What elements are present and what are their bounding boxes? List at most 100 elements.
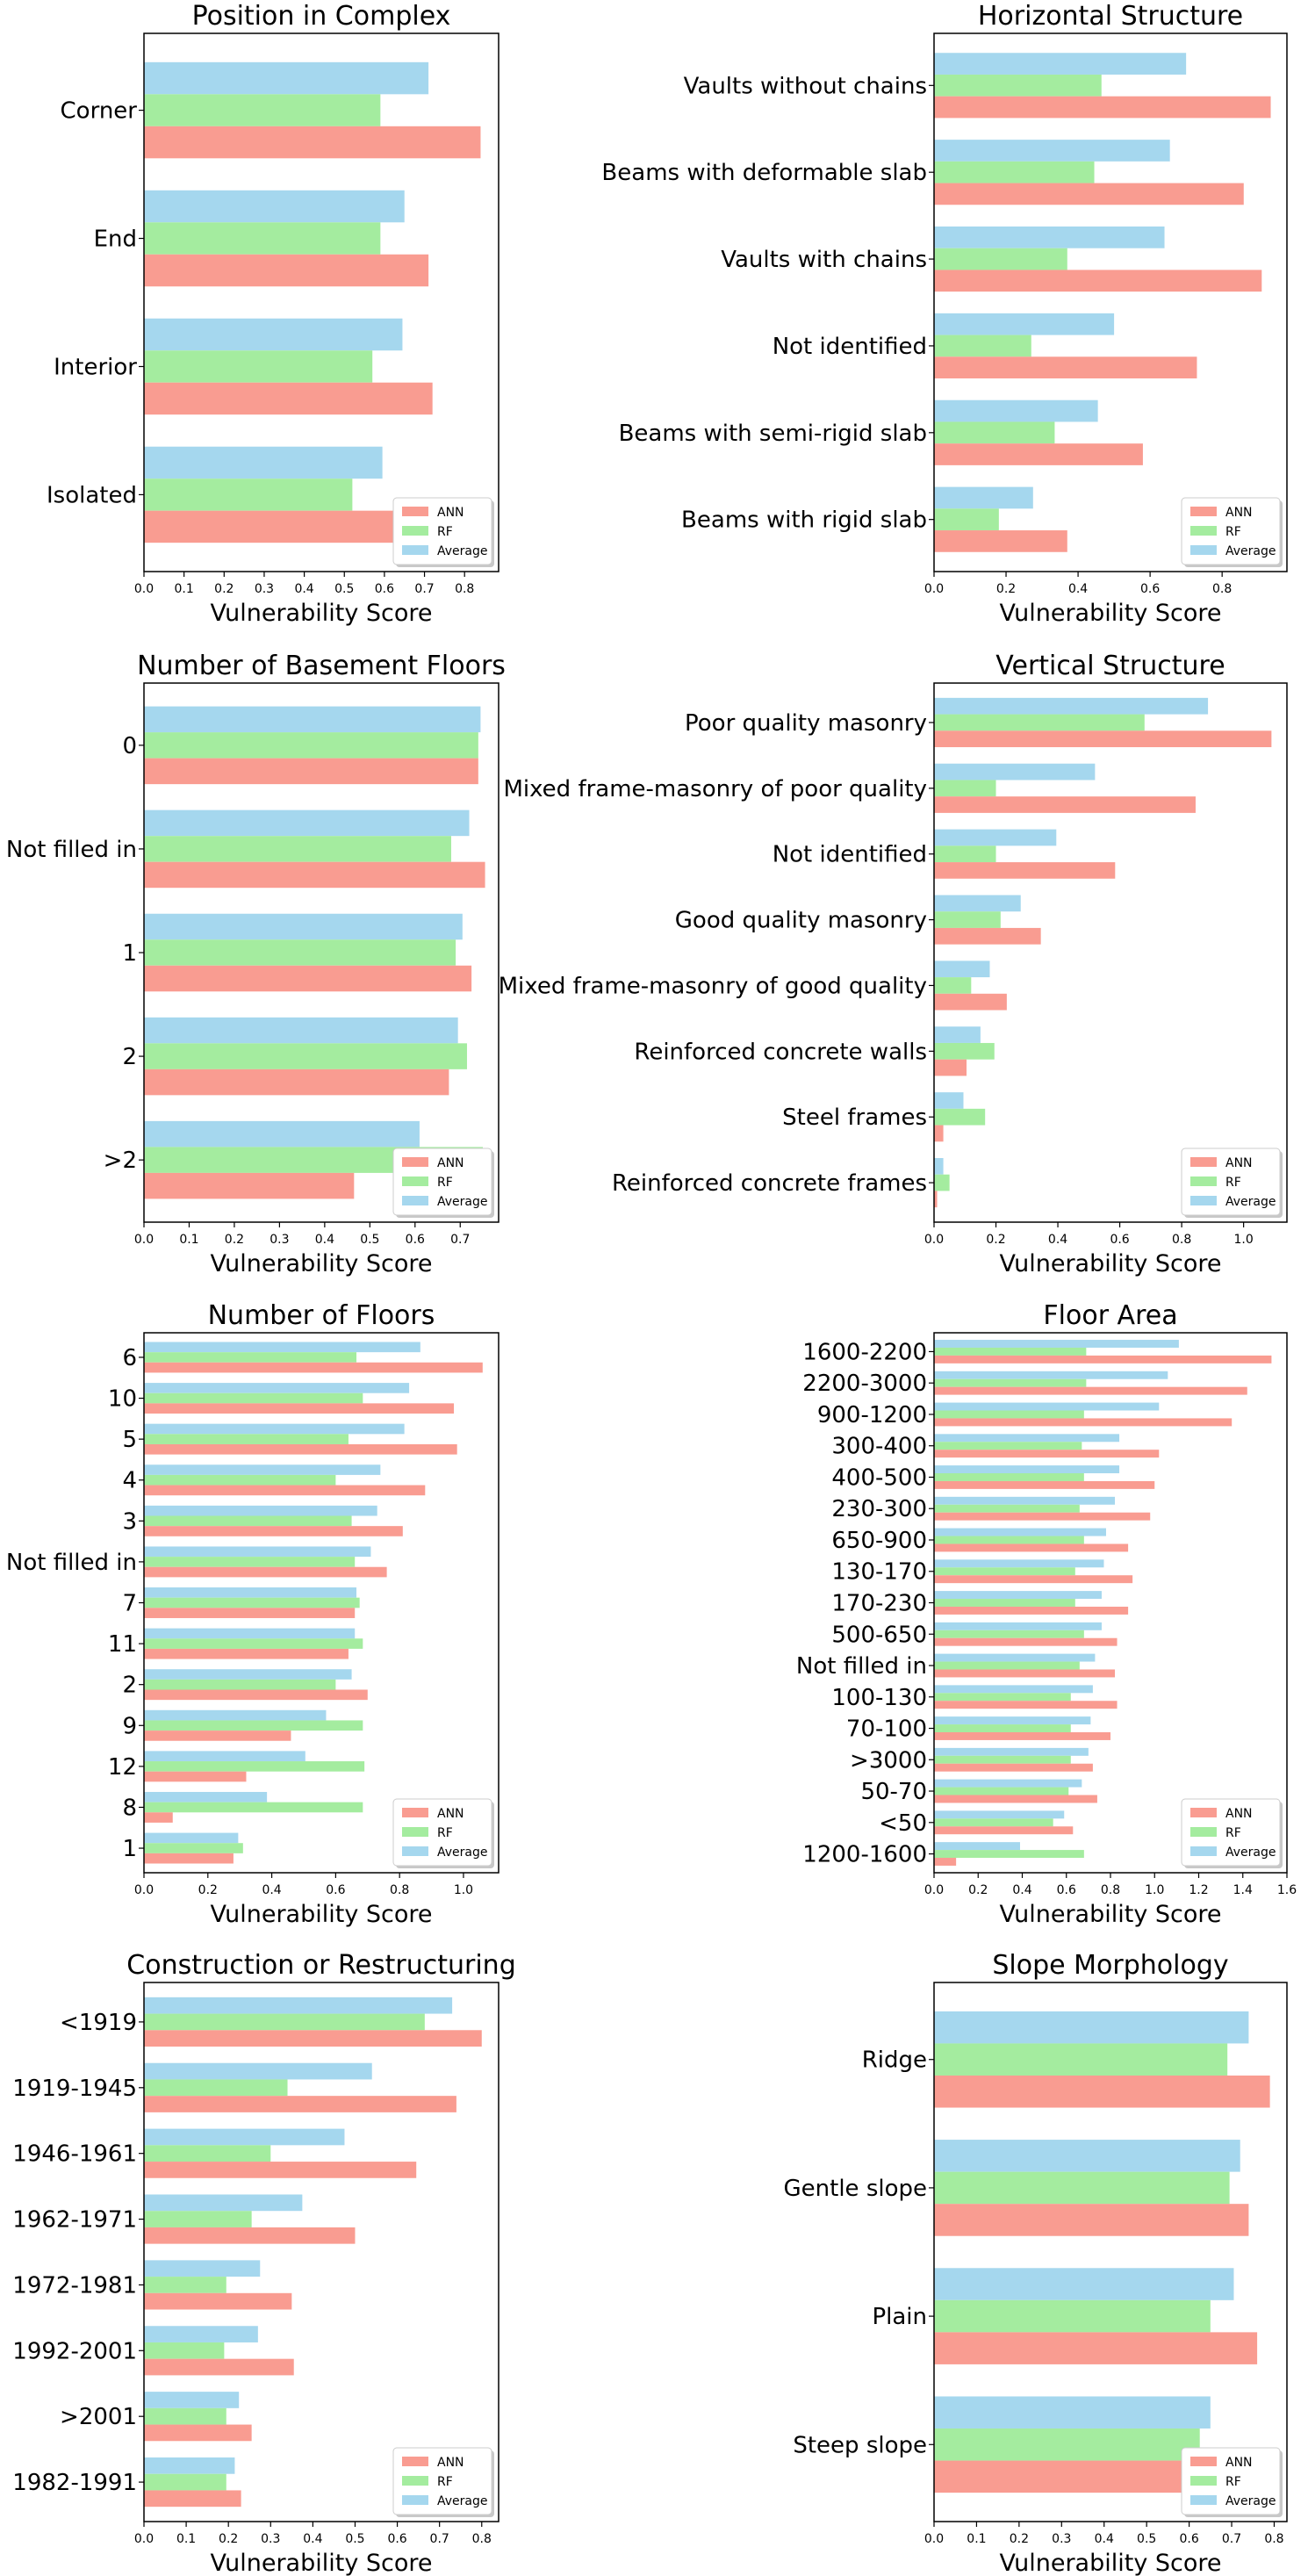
legend-label-average: Average bbox=[437, 2494, 488, 2508]
bar-ann-5 bbox=[934, 530, 1067, 552]
category-label: 8 bbox=[122, 1795, 137, 1821]
bar-rf-2 bbox=[144, 2145, 271, 2162]
x-tick-label: 0.6 bbox=[406, 1233, 425, 1247]
category-label: 230-300 bbox=[831, 1496, 927, 1522]
legend-swatch-average bbox=[402, 1846, 428, 1856]
bar-average-5 bbox=[144, 2326, 258, 2342]
legend-swatch-average bbox=[1190, 1846, 1217, 1856]
legend-swatch-average bbox=[1190, 1196, 1217, 1205]
category-label: Not filled in bbox=[796, 1653, 927, 1680]
bar-rf-3 bbox=[934, 1442, 1082, 1450]
legend-label-average: Average bbox=[1225, 544, 1276, 558]
bar-ann-4 bbox=[144, 1526, 403, 1536]
bar-ann-3 bbox=[934, 927, 1041, 945]
bar-ann-2 bbox=[144, 382, 433, 415]
bar-rf-16 bbox=[934, 1850, 1084, 1859]
x-tick-label: 0.4 bbox=[1012, 1883, 1031, 1897]
category-label: 2 bbox=[122, 1044, 137, 1070]
legend-label-ann: ANN bbox=[1225, 506, 1253, 520]
bar-average-2 bbox=[934, 829, 1057, 846]
legend-label-rf: RF bbox=[1225, 2475, 1241, 2489]
x-axis-label: Vulnerability Score bbox=[999, 1250, 1221, 1277]
bar-rf-3 bbox=[934, 335, 1031, 357]
bar-average-3 bbox=[934, 1434, 1120, 1443]
x-tick-label: 0.4 bbox=[315, 1233, 334, 1247]
bar-average-13 bbox=[934, 1747, 1089, 1756]
category-label: 12 bbox=[108, 1754, 137, 1781]
legend-label-average: Average bbox=[1225, 1195, 1276, 1209]
x-tick-label: 0.7 bbox=[430, 2532, 449, 2546]
bar-average-3 bbox=[144, 1017, 458, 1044]
category-label: <50 bbox=[879, 1810, 927, 1837]
legend-swatch-ann bbox=[1190, 507, 1217, 516]
x-tick-label: 0.1 bbox=[175, 582, 194, 596]
bar-rf-6 bbox=[934, 1108, 986, 1126]
x-tick-label: 0.2 bbox=[1010, 2532, 1029, 2546]
category-label: 1992-2001 bbox=[12, 2338, 137, 2364]
bar-rf-2 bbox=[144, 939, 456, 966]
bar-ann-2 bbox=[934, 862, 1116, 879]
category-label: 1962-1971 bbox=[12, 2207, 137, 2234]
bar-ann-12 bbox=[144, 1853, 234, 1864]
x-tick-label: 0.2 bbox=[986, 1233, 1005, 1247]
x-tick-label: 0.5 bbox=[360, 1233, 379, 1247]
bar-rf-7 bbox=[934, 1174, 950, 1191]
x-tick-label: 0.6 bbox=[387, 2532, 406, 2546]
legend-swatch-rf bbox=[1190, 1176, 1217, 1186]
x-tick-label: 0.1 bbox=[967, 2532, 986, 2546]
bar-rf-3 bbox=[144, 1474, 336, 1486]
legend-label-rf: RF bbox=[1225, 1176, 1241, 1190]
bar-average-0 bbox=[144, 706, 481, 733]
bar-rf-6 bbox=[144, 1597, 360, 1608]
bar-rf-4 bbox=[934, 421, 1055, 444]
bar-average-10 bbox=[144, 1751, 305, 1762]
legend-label-rf: RF bbox=[1225, 1826, 1241, 1840]
x-tick-label: 0.0 bbox=[924, 582, 944, 596]
bar-average-1 bbox=[144, 1383, 410, 1393]
chart-area: 1600-2200 2200-3000 900-1200 300-400 400-500… bbox=[796, 1300, 1297, 1928]
category-label: Vaults with chains bbox=[721, 247, 927, 273]
bar-average-1 bbox=[934, 763, 1096, 781]
bar-ann-8 bbox=[934, 1606, 1129, 1615]
bar-rf-8 bbox=[934, 1599, 1075, 1607]
bar-ann-0 bbox=[144, 758, 478, 785]
bar-ann-3 bbox=[934, 356, 1197, 379]
bar-rf-6 bbox=[144, 2407, 226, 2425]
bar-ann-14 bbox=[934, 1795, 1097, 1803]
plot-frame bbox=[143, 32, 499, 572]
bar-average-12 bbox=[144, 1832, 239, 1844]
bar-ann-9 bbox=[934, 1637, 1118, 1646]
legend-label-ann: ANN bbox=[1225, 1156, 1253, 1170]
x-tick-label: 0.4 bbox=[1048, 1233, 1067, 1247]
chart-title: Number of Floors bbox=[208, 1300, 435, 1331]
x-tick-label: 1.6 bbox=[1277, 1883, 1297, 1897]
legend-label-average: Average bbox=[437, 1846, 488, 1860]
legend-swatch-ann bbox=[402, 1808, 428, 1817]
legend-label-ann: ANN bbox=[437, 1156, 464, 1170]
bar-average-2 bbox=[144, 318, 403, 351]
legend: ANN RF Average bbox=[392, 2447, 494, 2517]
bar-rf-1 bbox=[934, 161, 1095, 183]
x-tick-label: 1.2 bbox=[1189, 1883, 1208, 1897]
x-axis-label: Vulnerability Score bbox=[999, 1901, 1221, 1928]
bar-average-0 bbox=[934, 1340, 1179, 1348]
category-label: 500-650 bbox=[831, 1622, 927, 1648]
x-axis-label: Vulnerability Score bbox=[210, 1901, 432, 1928]
x-tick-label: 0.2 bbox=[214, 582, 234, 596]
bar-ann-10 bbox=[144, 1771, 247, 1782]
bar-ann-6 bbox=[934, 1125, 944, 1142]
category-label: 50-70 bbox=[860, 1779, 927, 1805]
bar-ann-12 bbox=[934, 1731, 1110, 1740]
chart-construction: <1919 1919-1945 1946-1961 1962-1971 1972-198… bbox=[12, 1950, 515, 2576]
bar-average-2 bbox=[934, 226, 1165, 248]
legend-label-ann: ANN bbox=[437, 2456, 464, 2470]
legend-label-average: Average bbox=[1225, 2494, 1276, 2508]
x-tick-label: 0.3 bbox=[255, 582, 274, 596]
category-label: 100-130 bbox=[831, 1685, 927, 1711]
bar-average-15 bbox=[934, 1810, 1065, 1819]
legend-swatch-average bbox=[402, 545, 428, 555]
bar-average-7 bbox=[934, 1559, 1104, 1568]
legend-swatch-rf bbox=[402, 1827, 428, 1837]
category-label: Reinforced concrete walls bbox=[634, 1039, 927, 1065]
